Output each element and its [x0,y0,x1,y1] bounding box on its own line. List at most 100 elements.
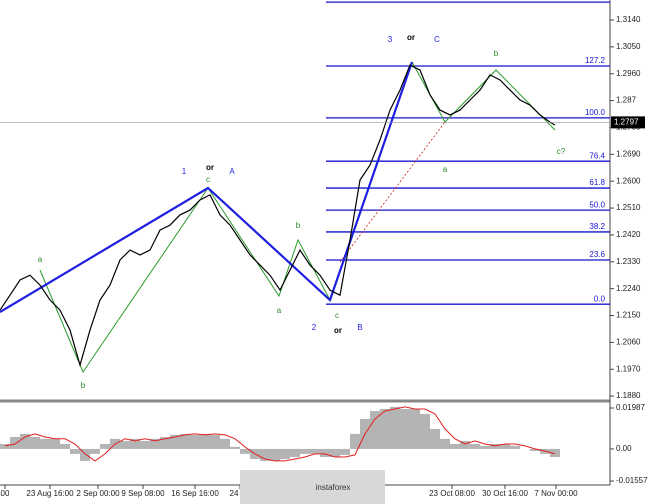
histogram-bar [60,444,70,449]
histogram-bar [100,444,110,449]
histogram-bar [460,440,470,449]
wave-label: c? [557,147,566,156]
histogram-bar [490,444,500,449]
histogram-bar [150,438,160,449]
watermark: instaforex [316,483,351,492]
histogram-bar [80,448,90,461]
wave-label: b [81,381,86,390]
wave-label: 2 [312,323,317,332]
wave-line-minor [207,187,331,301]
histogram-bar [230,446,240,449]
histogram-bar [320,448,330,457]
wave-label: a [277,306,282,315]
y-tick-label: 1.2600 [616,176,641,185]
y-tick-label: 1.2060 [616,337,641,346]
wave-line-major [0,61,414,313]
y-tick-label: 1.2420 [616,230,641,239]
histogram-bar [450,444,460,449]
wave-line-dotted [339,121,446,263]
histogram-bar [300,448,310,454]
last-price-box [611,116,645,129]
histogram-bar [380,408,390,449]
wave-label: 1 [182,167,187,176]
histogram-bar [240,448,250,454]
wave-label: A [229,167,235,176]
wave-label: or [206,163,214,172]
y-tick-label: 1.3050 [616,42,641,51]
y-tick-label: 1.2960 [616,69,641,78]
histogram-bar [330,448,340,457]
wave-label: b [494,49,499,58]
histogram-bar [0,444,10,449]
histogram-bar [130,438,140,449]
x-tick-label: 23 Aug 16:00 [26,489,74,498]
histogram-bar [170,434,180,449]
histogram-bar [50,438,60,449]
histogram-bar [270,448,280,461]
histogram-bar [440,438,450,449]
wave-label: b [296,221,301,230]
wave-label: C [434,35,440,44]
y-tick-label: 1.3140 [616,15,641,24]
histogram-bar [70,448,80,454]
x-tick-label: 7 Nov 00:00 [534,489,578,498]
histogram-bar [120,440,130,449]
fib-label: 161.8 [585,0,606,1]
signal-line [4,406,556,462]
histogram-bar [530,448,540,452]
indicator-tick-label: -0.01557 [616,476,648,485]
histogram-bar [480,445,490,449]
y-tick-label: 1.2510 [616,203,641,212]
fib-label: 61.8 [589,178,605,187]
fib-label: 76.4 [589,151,605,160]
histogram-bar [400,408,410,449]
indicator-tick-label: 0.00 [616,444,632,453]
histogram-bar [470,444,480,449]
histogram-bar [40,438,50,449]
histogram-bar [410,408,420,449]
x-tick-label: 16 Sep 16:00 [171,489,219,498]
histogram-bar [500,444,510,449]
x-tick-label: 00 [1,489,10,498]
histogram-bar [430,428,440,449]
y-tick-label: 1.2690 [616,149,641,158]
histogram-bar [260,448,270,461]
y-tick-label: 1.1880 [616,391,641,400]
histogram-bar [210,434,220,449]
fib-label: 100.0 [585,108,606,117]
wave-label: or [334,326,342,335]
wave-label: c [335,311,339,320]
y-tick-label: 1.2240 [616,284,641,293]
histogram-bar [510,445,520,449]
histogram-bar [30,436,40,449]
histogram-bar [280,448,290,460]
y-tick-label: 1.2150 [616,311,641,320]
histogram-bar [90,448,100,454]
x-tick-label: 9 Sep 08:00 [121,489,165,498]
x-tick-label: 23 Oct 08:00 [429,489,475,498]
wave-label: a [38,255,43,264]
y-tick-label: 1.2330 [616,257,641,266]
histogram-bar [420,413,430,449]
wave-label: or [407,33,415,42]
histogram-bar [140,440,150,449]
histogram-bar [180,433,190,449]
fib-label: 50.0 [589,200,605,209]
price-line [0,64,556,368]
x-tick-label: 2 Sep 00:00 [76,489,120,498]
histogram-bar [10,436,20,449]
wave-label: a [443,165,448,174]
histogram-bar [190,434,200,449]
wave-label: 3 [388,35,393,44]
histogram-bar [290,448,300,457]
wave-label: c [206,175,210,184]
y-tick-label: 1.1970 [616,364,641,373]
histogram-bar [390,406,400,449]
indicator-tick-label: 0.01987 [616,403,645,412]
fib-label: 23.6 [589,250,605,259]
histogram-bar [20,433,30,449]
histogram-bar [200,433,210,449]
wave-label: B [357,323,362,332]
